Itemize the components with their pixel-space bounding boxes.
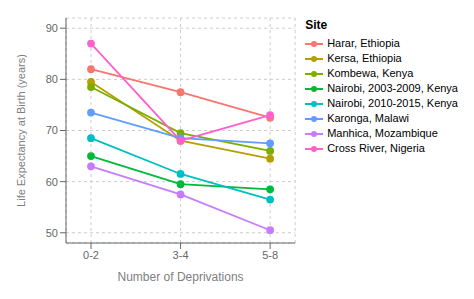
svg-text:50: 50: [46, 227, 58, 239]
html-text:Harar, Ethiopia: Harar, Ethiopia: [327, 37, 400, 49]
svg-text:Life Expectancy at Birth (year: Life Expectancy at Birth (years): [15, 54, 27, 207]
html-text:Nairobi, 2003-2009, Kenya: Nairobi, 2003-2009, Kenya: [327, 82, 458, 94]
html-text:Nairobi, 2010-2015, Kenya: Nairobi, 2010-2015, Kenya: [327, 97, 458, 109]
html-text:Cross River, Nigeria: Cross River, Nigeria: [327, 142, 425, 154]
html-text:Kersa, Ethiopia: Kersa, Ethiopia: [327, 52, 402, 64]
html-text:Kombewa, Kenya: Kombewa, Kenya: [327, 67, 414, 79]
html-text:Karonga, Malawi: Karonga, Malawi: [327, 112, 410, 124]
svg-text:3-4: 3-4: [173, 249, 189, 261]
svg-text:60: 60: [46, 176, 58, 188]
svg-text:Number of Deprivations: Number of Deprivations: [118, 270, 244, 284]
svg-text:5-8: 5-8: [262, 249, 278, 261]
svg-text:90: 90: [46, 22, 58, 34]
html-text:Manhica, Mozambique: Manhica, Mozambique: [327, 127, 438, 139]
svg-text:70: 70: [46, 124, 58, 136]
svg-text:0-2: 0-2: [83, 249, 99, 261]
html-text:Site: Site: [305, 18, 328, 32]
svg-text:80: 80: [46, 73, 58, 85]
